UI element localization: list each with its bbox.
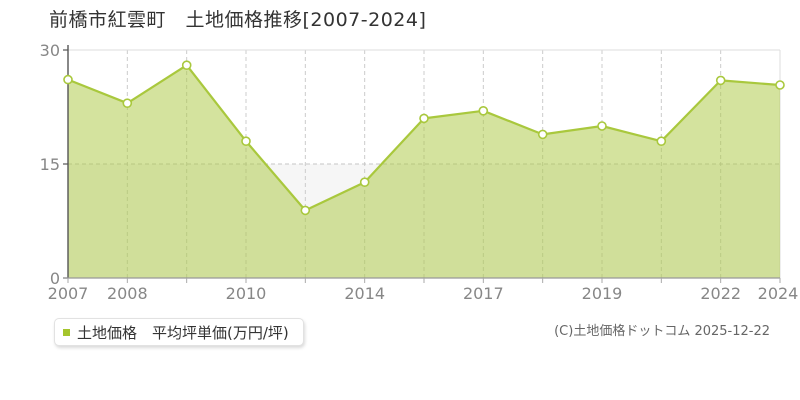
data-point-marker — [775, 80, 785, 90]
legend-label: 土地価格 平均坪単価(万円/坪) — [77, 323, 289, 342]
x-tick-label: 2019 — [582, 284, 623, 303]
x-tick-label: 2010 — [226, 284, 267, 303]
area-fill — [68, 65, 780, 278]
data-point-marker — [478, 106, 489, 116]
data-point-marker — [597, 121, 607, 131]
x-tick-label: 2008 — [107, 284, 148, 303]
y-tick-label: 30 — [40, 41, 60, 60]
x-tick-label: 2017 — [463, 284, 504, 303]
data-point-marker — [300, 205, 311, 216]
y-tick-label: 0 — [50, 269, 60, 288]
data-point-marker — [241, 136, 251, 146]
copyright-text: (C)土地価格ドットコム 2025-12-22 — [554, 324, 770, 339]
x-tick-label: 2007 — [48, 284, 89, 303]
data-point-marker — [181, 60, 192, 70]
data-point-marker — [359, 177, 370, 187]
data-point-marker — [537, 129, 548, 140]
legend: 土地価格 平均坪単価(万円/坪) — [54, 318, 304, 346]
data-point-marker — [656, 136, 667, 146]
x-tick-label: 2014 — [344, 284, 385, 303]
legend-swatch-icon — [63, 328, 70, 336]
data-point-marker — [715, 75, 726, 86]
page-title: 前橋市紅雲町 土地価格推移[2007-2024] — [49, 9, 427, 31]
data-point-marker — [122, 98, 133, 108]
data-point-marker — [63, 74, 73, 85]
x-tick-label: 2022 — [700, 284, 741, 303]
x-tick-label: 2024 — [758, 284, 799, 303]
data-point-marker — [419, 113, 429, 124]
y-tick-label: 15 — [40, 155, 60, 174]
